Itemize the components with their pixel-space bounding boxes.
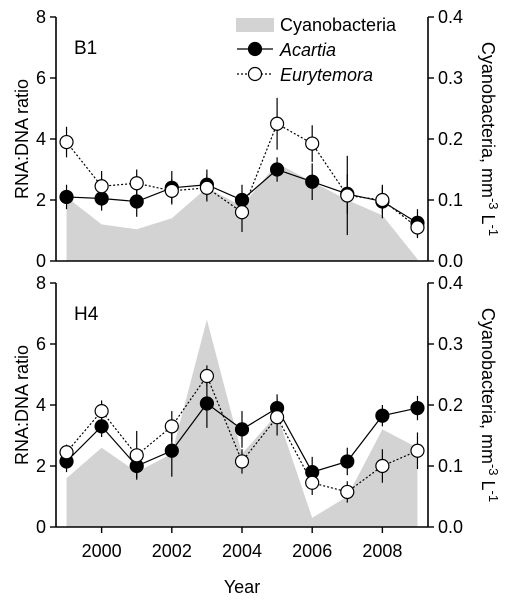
eurytemora-point	[410, 443, 425, 458]
acartia-point	[234, 422, 250, 437]
series-layer	[59, 365, 425, 503]
x-axis-label: Year	[224, 577, 260, 597]
legend-marker-acartia	[247, 41, 263, 57]
eurytemora-point	[234, 205, 250, 220]
y2-tick-label: 0.4	[438, 7, 463, 27]
eurytemora-point	[164, 419, 179, 434]
x-tick-label: 2008	[362, 541, 402, 561]
eurytemora-point	[59, 134, 74, 150]
eurytemora-point	[410, 220, 425, 235]
acartia-point	[234, 192, 250, 208]
y-tick-label: 4	[36, 395, 46, 415]
eurytemora-point	[305, 136, 320, 151]
y-tick-label: 0	[36, 251, 46, 271]
acartia-point	[375, 408, 390, 423]
axis-ticks: 0 2 4 6 8 0.0 0.1 0.2 0.3 0.4	[36, 7, 463, 271]
legend-item-cyanobacteria: Cyanobacteria	[236, 15, 397, 35]
x-tick-label: 2002	[152, 541, 192, 561]
acartia-point	[410, 400, 425, 416]
panel-label: B1	[74, 38, 97, 59]
eurytemora-point	[129, 448, 144, 463]
y-axis-label: RNA:DNA ratio	[12, 345, 32, 465]
legend-marker-eurytemora	[247, 66, 263, 82]
eurytemora-point	[199, 368, 215, 384]
cyanobacteria-area	[66, 319, 418, 527]
y-tick-label: 2	[36, 456, 46, 476]
acartia-point	[340, 454, 355, 469]
y2-tick-label: 0.1	[438, 456, 463, 476]
y-tick-label: 0	[36, 517, 46, 537]
legend-swatch-cyanobacteria	[236, 18, 274, 32]
y2-tick-label: 0.2	[438, 395, 463, 415]
y2-tick-label: 0.0	[438, 251, 463, 271]
x-tick-label: 2006	[292, 541, 332, 561]
legend-label-eurytemora: Eurytemora	[280, 65, 373, 85]
y-tick-label: 2	[36, 190, 46, 210]
y2-tick-label: 0.4	[438, 273, 463, 293]
y-tick-label: 6	[36, 68, 46, 88]
y2-tick-label: 0.1	[438, 190, 463, 210]
eurytemora-point	[375, 458, 390, 474]
eurytemora-point	[340, 484, 355, 500]
eurytemora-point	[164, 183, 179, 198]
y-tick-label: 8	[36, 7, 46, 27]
legend-item-eurytemora: Eurytemora	[237, 65, 373, 85]
eurytemora-point	[59, 445, 74, 460]
eurytemora-point	[269, 410, 285, 425]
eurytemora-point	[375, 192, 390, 208]
eurytemora-point	[234, 454, 250, 469]
axis-ticks: 0 2 4 6 8 0.0 0.1 0.2 0.3 0.4 2000 2002 2004 2006 2008	[36, 273, 463, 561]
x-tick-label: 2004	[222, 541, 262, 561]
acartia-point	[305, 174, 320, 189]
panel-h4: 0 2 4 6 8 0.0 0.1 0.2 0.3 0.4 2000 2002 2004 2006 2008…	[12, 273, 501, 597]
legend-item-acartia: Acartia	[237, 40, 336, 60]
eurytemora-point	[94, 179, 109, 194]
y2-tick-label: 0.3	[438, 68, 463, 88]
acartia-point	[269, 162, 285, 177]
legend-label-acartia: Acartia	[279, 40, 336, 60]
series-layer	[59, 97, 425, 239]
acartia-point	[94, 419, 109, 434]
y2-axis-label: Cyanobacteria, mm-3 L-1	[478, 308, 501, 502]
acartia-point	[59, 189, 74, 205]
panel-label: H4	[74, 304, 99, 325]
eurytemora-point	[129, 176, 144, 191]
y-axis-label: RNA:DNA ratio	[12, 79, 32, 199]
legend: Cyanobacteria Acartia Eurytemora	[236, 15, 397, 85]
acartia-point	[199, 396, 215, 411]
acartia-point	[164, 443, 179, 458]
eurytemora-point	[305, 475, 320, 490]
panel-b1: 0 2 4 6 8 0.0 0.1 0.2 0.3 0.4 B1 RNA:DNA ratio Cy…	[12, 7, 501, 271]
y2-tick-label: 0.0	[438, 517, 463, 537]
cyanobacteria-area-layer	[66, 319, 418, 527]
y-tick-label: 6	[36, 334, 46, 354]
y2-axis-label: Cyanobacteria, mm-3 L-1	[478, 42, 501, 236]
legend-label-cyanobacteria: Cyanobacteria	[280, 15, 397, 35]
x-tick-label: 2000	[82, 541, 122, 561]
eurytemora-point	[199, 180, 215, 195]
y-tick-label: 4	[36, 129, 46, 149]
acartia-point	[129, 194, 144, 209]
acartia-point	[94, 191, 109, 206]
y-tick-label: 8	[36, 273, 46, 293]
eurytemora-point	[94, 404, 109, 419]
eurytemora-point	[340, 188, 355, 203]
y2-tick-label: 0.3	[438, 334, 463, 354]
y2-tick-label: 0.2	[438, 129, 463, 149]
eurytemora-point	[269, 116, 285, 131]
